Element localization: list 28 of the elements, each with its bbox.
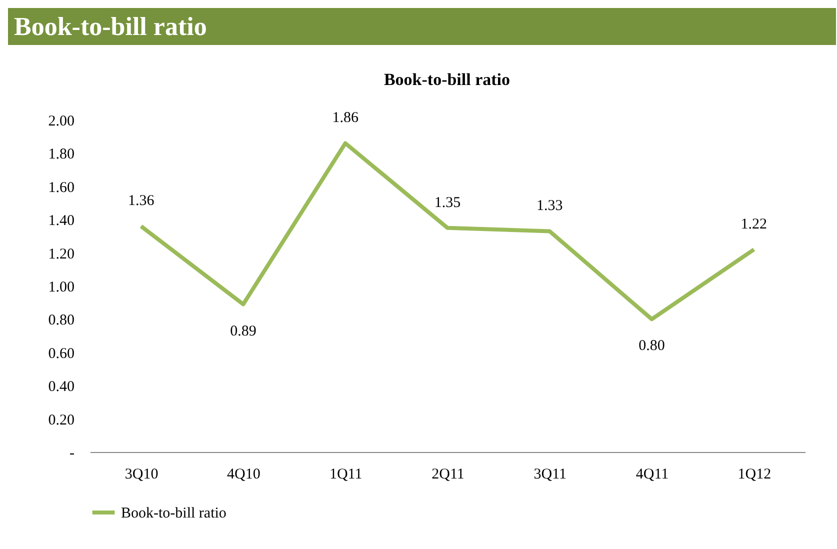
y-tick-label: 0.20 (48, 412, 74, 428)
data-label: 0.89 (230, 323, 256, 340)
y-tick-label: 0.60 (48, 346, 74, 362)
chart-subtitle: Book-to-bill ratio (384, 70, 510, 89)
y-tick-label: 1.60 (48, 180, 74, 196)
legend-label: Book-to-bill ratio (121, 506, 226, 522)
y-tick-label: 1.20 (48, 246, 74, 262)
y-tick-label: 2.00 (48, 114, 74, 130)
data-label: 1.22 (740, 216, 768, 232)
y-tick-label: 0.80 (48, 312, 74, 329)
x-tick-label: 3Q11 (534, 466, 567, 482)
y-tick-label: 1.00 (48, 280, 74, 296)
x-tick-label: 1Q12 (738, 466, 772, 482)
y-tick-label: - (70, 446, 74, 462)
data-label: 1.86 (332, 110, 359, 126)
x-tick-label: 3Q10 (124, 466, 158, 482)
data-label: 1.35 (434, 194, 461, 211)
y-tick-label: 0.40 (48, 379, 74, 396)
data-label: 1.36 (128, 193, 155, 210)
x-tick-label: 2Q11 (432, 466, 464, 482)
x-tick-label: 1Q11 (329, 466, 362, 482)
y-tick-label: 1.40 (48, 213, 74, 230)
chart-title: Book-to-bill ratio (14, 12, 207, 41)
data-label: 1.33 (536, 198, 563, 214)
y-tick-label: 1.80 (48, 146, 74, 163)
x-tick-label: 4Q11 (636, 466, 669, 482)
x-tick-label: 4Q10 (227, 466, 260, 482)
data-label: 0.80 (638, 338, 665, 354)
